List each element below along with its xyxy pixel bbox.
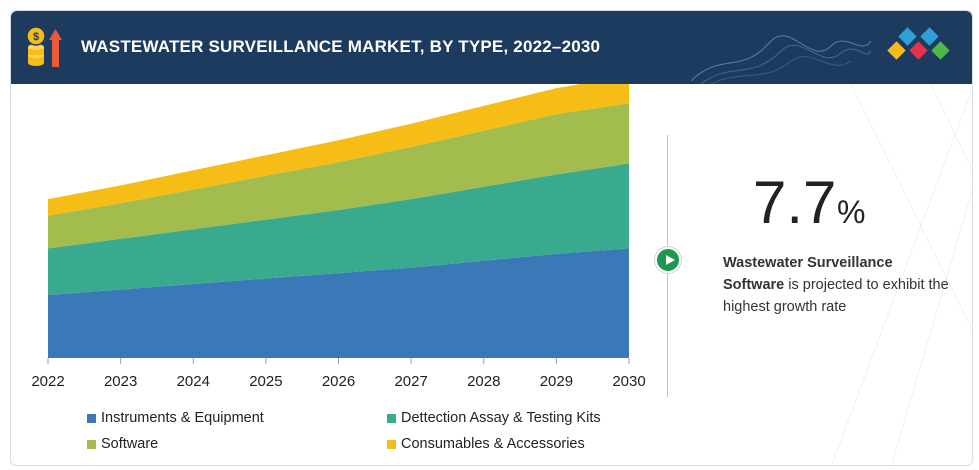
x-tick-label: 2027 [394, 373, 427, 390]
legend-item-consumables: Consumables & Accessories [387, 436, 585, 452]
decorative-background-lines [831, 84, 972, 465]
x-tick-label: 2026 [322, 373, 355, 390]
legend-swatch [87, 439, 96, 449]
legend-item-software: Software [87, 436, 158, 452]
legend-label: Instruments & Equipment [101, 410, 264, 426]
legend-swatch [87, 413, 96, 423]
legend-label: Consumables & Accessories [401, 436, 585, 452]
legend-swatch [387, 439, 396, 449]
x-tick-label: 2023 [104, 373, 137, 390]
area-series-2 [48, 163, 629, 295]
area-series-1 [48, 248, 629, 358]
legend-label: Software [101, 436, 159, 452]
x-tick-label: 2029 [540, 373, 573, 390]
x-tick-label: 2030 [612, 373, 645, 390]
chart-legend: Instruments & Equipment Dettection Assay… [87, 402, 647, 462]
diamond-logo-icon [887, 27, 950, 60]
infographic-card: $ WASTEWATER SURVEILLANCE MARKET, BY TYP… [10, 10, 973, 466]
area-series-4 [48, 84, 629, 216]
decorative-waves [691, 35, 871, 84]
stacked-area-chart: 2022 2023 2024 2025 2026 2027 2028 2029 2030 [31, 84, 646, 390]
growth-rate-unit: % [837, 194, 866, 230]
money-growth-icon: $ [26, 26, 62, 67]
growth-rate-description: Wastewater Surveillance Software is proj… [723, 252, 953, 318]
svg-text:$: $ [33, 31, 39, 43]
chart-title: WASTEWATER SURVEILLANCE MARKET, BY TYPE,… [81, 37, 601, 56]
legend-label: Dettection Assay & Testing Kits [401, 410, 601, 426]
header-banner: $ WASTEWATER SURVEILLANCE MARKET, BY TYP… [11, 11, 972, 84]
play-arrow-icon [655, 247, 681, 273]
legend-swatch [387, 413, 396, 423]
description-rest: is projected to exhibit the highest grow… [723, 277, 949, 315]
x-tick-label: 2022 [31, 373, 64, 390]
x-tick-label: 2028 [467, 373, 500, 390]
x-tick-label: 2024 [177, 373, 210, 390]
x-tick-label: 2025 [249, 373, 282, 390]
legend-item-instruments: Instruments & Equipment [87, 410, 264, 426]
highlight-segment: Wastewater Surveillance Software [723, 255, 893, 293]
growth-rate-value: 7.7 [753, 169, 837, 236]
legend-item-assay-kits: Dettection Assay & Testing Kits [387, 410, 601, 426]
area-series-3 [48, 103, 629, 249]
